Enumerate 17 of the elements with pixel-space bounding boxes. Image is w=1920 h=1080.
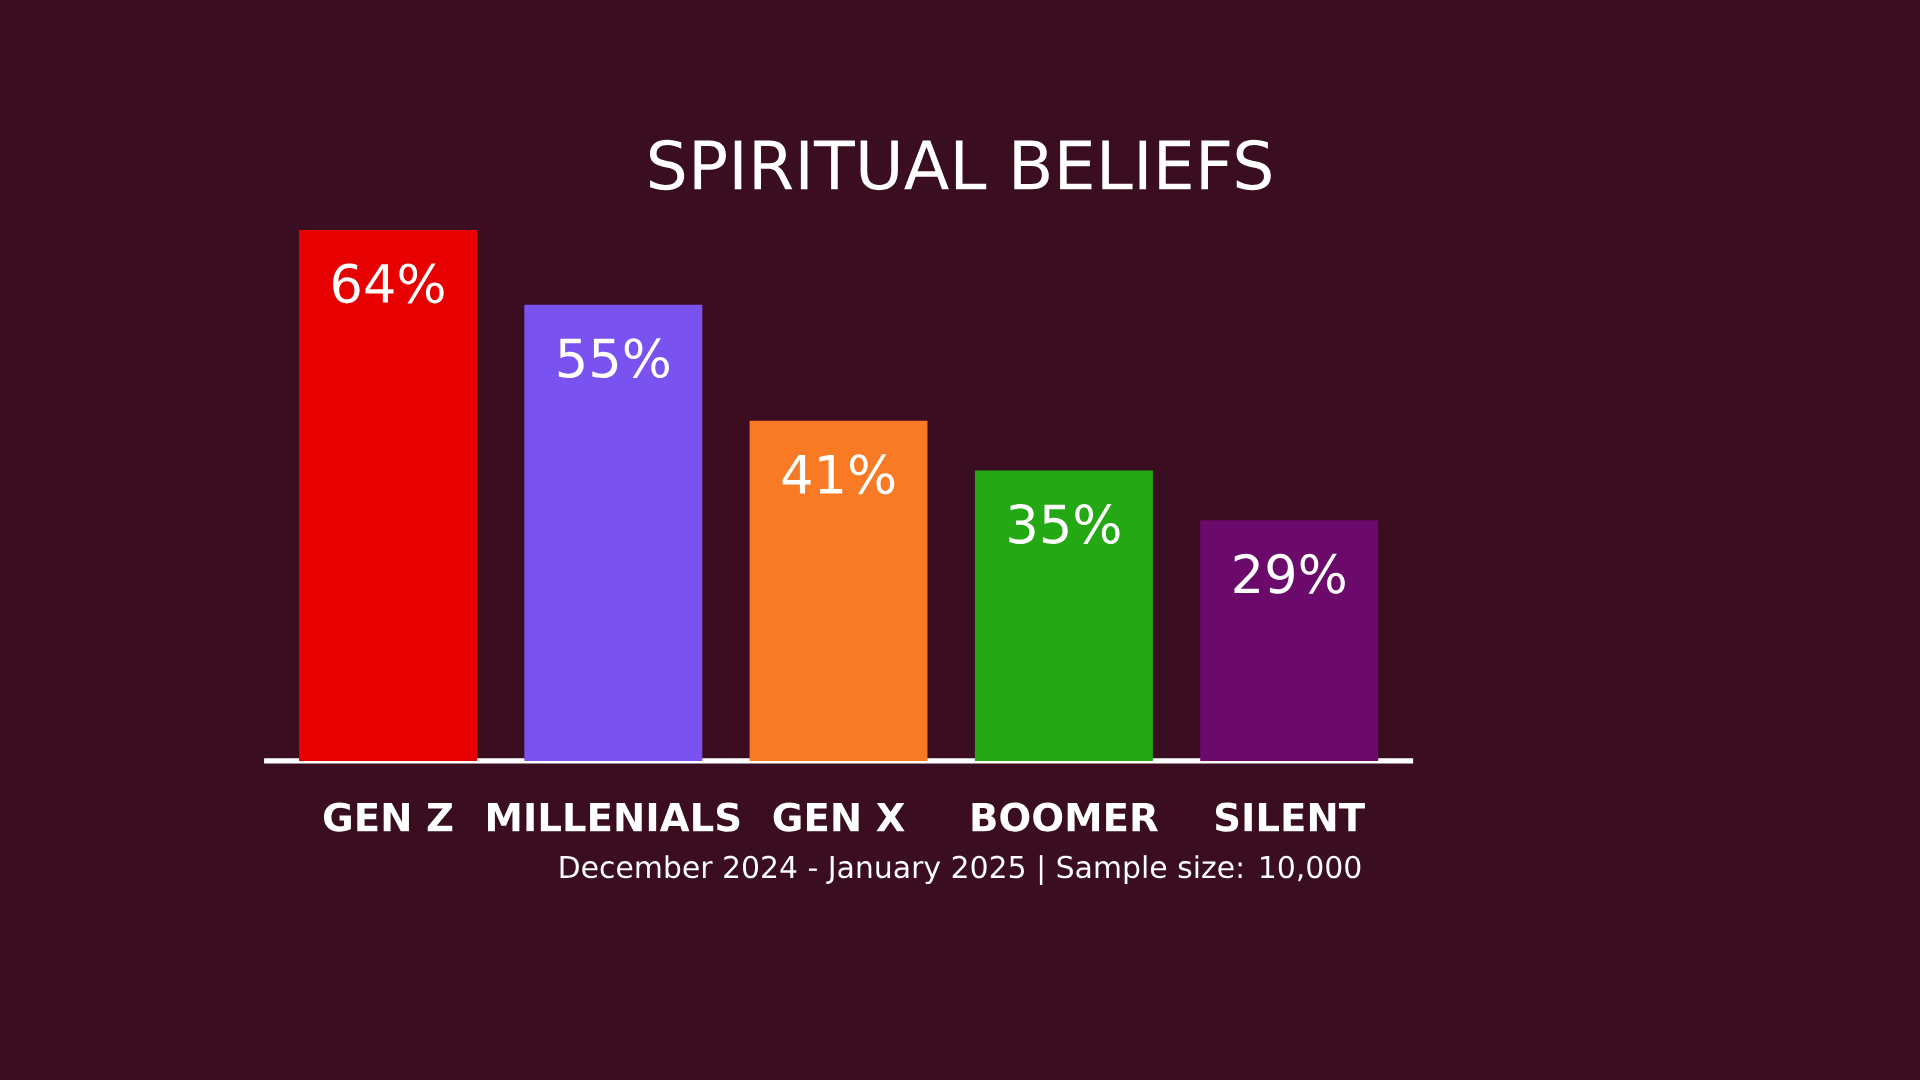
bar: [749, 420, 928, 761]
bar: [974, 470, 1153, 761]
data-label: 55%: [558, 338, 669, 379]
bar: [299, 229, 477, 761]
x-tick-label: GEN Z: [323, 802, 453, 832]
bar: [524, 304, 703, 761]
x-tick-label: BOOMER: [972, 802, 1159, 832]
text: December 2024 - January 2025 | Sample size: 10,000: [560, 855, 1361, 885]
data-label: 41%: [782, 454, 895, 495]
bar: [1200, 520, 1379, 761]
x-tick-label: SILENT: [1215, 802, 1365, 832]
x-tick-label: MILLENIALS: [488, 802, 740, 832]
data-label: 64%: [333, 263, 444, 304]
data-label: 35%: [1009, 504, 1120, 544]
chart-title: SPIRITUAL BELIEFS: [649, 139, 1271, 191]
x-tick-label: GEN X: [773, 802, 905, 832]
data-label: 29%: [1234, 553, 1345, 594]
